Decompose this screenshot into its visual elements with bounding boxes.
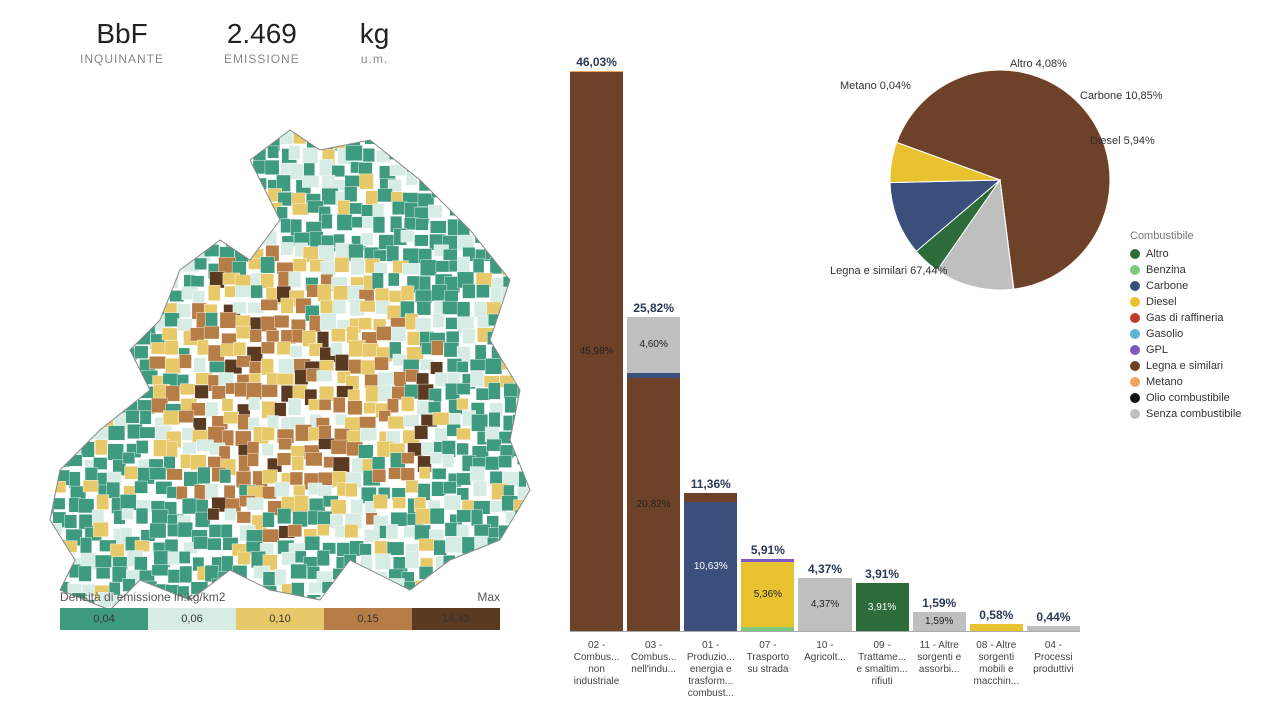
bar-segment: 1,59% bbox=[913, 612, 966, 631]
unit-value: kg bbox=[360, 18, 390, 50]
fuel-swatch bbox=[1130, 265, 1140, 275]
bar-segment bbox=[741, 627, 794, 631]
pollutant-value: BbF bbox=[80, 18, 164, 50]
fuel-swatch bbox=[1130, 377, 1140, 387]
bar-category-label: 10 - Agricolt... bbox=[798, 636, 851, 710]
bar-segment: 5,36% bbox=[741, 562, 794, 627]
bar-segment: 10,63% bbox=[684, 502, 737, 631]
fuel-legend-row[interactable]: Diesel bbox=[1130, 296, 1260, 308]
fuel-swatch bbox=[1130, 329, 1140, 339]
bar-total-label: 11,36% bbox=[691, 477, 731, 491]
fuel-legend-row[interactable]: Olio combustibile bbox=[1130, 392, 1260, 404]
fuel-label: Senza combustibile bbox=[1146, 408, 1241, 420]
bar-category-label: 08 - Altre sorgenti mobili e macchin... bbox=[970, 636, 1023, 710]
emission-block: 2.469 EMISSIONE bbox=[224, 18, 300, 66]
fuel-legend-row[interactable]: Carbone bbox=[1130, 280, 1260, 292]
bar-column[interactable]: 11,36% 10,63% bbox=[684, 52, 737, 631]
fuel-label: Gas di raffineria bbox=[1146, 312, 1223, 324]
fuel-swatch bbox=[1130, 313, 1140, 323]
fuel-label: Diesel bbox=[1146, 296, 1177, 308]
map-legend-segment: 0,06 bbox=[148, 608, 236, 630]
bar-column[interactable]: 25,82% 20,82%4,60% bbox=[627, 52, 680, 631]
bar-segment bbox=[684, 493, 737, 502]
bar-category-label: 11 - Altre sorgenti e assorbi... bbox=[913, 636, 966, 710]
map-legend-segment: 14,43 bbox=[412, 608, 500, 630]
fuel-legend-row[interactable]: Benzina bbox=[1130, 264, 1260, 276]
fuel-legend: Combustibile Altro Benzina Carbone Diesel Ga… bbox=[1130, 230, 1260, 424]
pie-slice-label: Diesel 5,94% bbox=[1090, 135, 1155, 147]
fuel-legend-row[interactable]: Metano bbox=[1130, 376, 1260, 388]
fuel-label: Olio combustibile bbox=[1146, 392, 1230, 404]
map-svg bbox=[20, 90, 550, 620]
bar-segment: 3,91% bbox=[856, 583, 909, 631]
fuel-legend-row[interactable]: GPL bbox=[1130, 344, 1260, 356]
map-legend-title-text: Densità di emissione in:kg/km2 bbox=[60, 590, 225, 604]
bar-category-label: 04 - Processi produttivi bbox=[1027, 636, 1080, 710]
pie-chart[interactable]: Legna e similari 67,44%Metano 0,04%Altro… bbox=[870, 50, 1130, 310]
bar-segment: 4,60% bbox=[627, 317, 680, 373]
map-legend-segment: 0,10 bbox=[236, 608, 324, 630]
bar-total-label: 0,58% bbox=[979, 608, 1013, 622]
fuel-label: Altro bbox=[1146, 248, 1169, 260]
bar-segment: 45,98% bbox=[570, 72, 623, 631]
header-metrics: BbF INQUINANTE 2.469 EMISSIONE kg u.m. bbox=[80, 18, 389, 66]
map-legend-max: Max bbox=[477, 590, 500, 604]
map-legend-segment: 0,15 bbox=[324, 608, 412, 630]
bar-segment bbox=[1027, 626, 1080, 631]
fuel-swatch bbox=[1130, 297, 1140, 307]
fuel-label: GPL bbox=[1146, 344, 1168, 356]
bar-total-label: 4,37% bbox=[808, 562, 842, 576]
bar-category-label: 01 - Produzio... energia e trasform... c… bbox=[684, 636, 737, 710]
fuel-legend-row[interactable]: Gas di raffineria bbox=[1130, 312, 1260, 324]
map-legend: Densità di emissione in:kg/km2 Max 0,040… bbox=[60, 590, 500, 630]
fuel-swatch bbox=[1130, 409, 1140, 419]
pie-slice-label: Altro 4,08% bbox=[1010, 58, 1067, 70]
fuel-label: Metano bbox=[1146, 376, 1183, 388]
bar-total-label: 25,82% bbox=[633, 301, 674, 315]
bar-column[interactable]: 46,03% 45,98% bbox=[570, 52, 623, 631]
pollutant-block: BbF INQUINANTE bbox=[80, 18, 164, 66]
fuel-label: Benzina bbox=[1146, 264, 1186, 276]
fuel-legend-row[interactable]: Senza combustibile bbox=[1130, 408, 1260, 420]
pie-slice-label: Metano 0,04% bbox=[840, 80, 911, 92]
fuel-legend-title: Combustibile bbox=[1130, 230, 1260, 242]
choropleth-map[interactable]: Densità di emissione in:kg/km2 Max 0,040… bbox=[20, 90, 550, 650]
bar-column[interactable]: 4,37% 4,37% bbox=[798, 52, 851, 631]
pie-slice-label: Carbone 10,85% bbox=[1080, 90, 1163, 102]
emission-value: 2.469 bbox=[224, 18, 300, 50]
bar-category-label: 03 - Combus... nell'indu... bbox=[627, 636, 680, 710]
fuel-swatch bbox=[1130, 249, 1140, 259]
fuel-legend-row[interactable]: Legna e similari bbox=[1130, 360, 1260, 372]
unit-label: u.m. bbox=[360, 52, 390, 66]
fuel-legend-row[interactable]: Gasolio bbox=[1130, 328, 1260, 340]
bar-category-label: 07 - Trasporto su strada bbox=[741, 636, 794, 710]
bar-total-label: 46,03% bbox=[576, 55, 617, 69]
fuel-swatch bbox=[1130, 393, 1140, 403]
bar-total-label: 1,59% bbox=[922, 596, 956, 610]
map-legend-segment: 0,04 bbox=[60, 608, 148, 630]
bar-total-label: 0,44% bbox=[1036, 610, 1070, 624]
bar-category-label: 02 - Combus... non industriale bbox=[570, 636, 623, 710]
bar-segment bbox=[970, 624, 1023, 631]
bar-category-label: 09 - Trattame... e smaltim... rifiuti bbox=[856, 636, 909, 710]
pie-slice-label: Legna e similari 67,44% bbox=[830, 265, 947, 277]
fuel-swatch bbox=[1130, 361, 1140, 371]
bar-segment: 4,37% bbox=[798, 578, 851, 631]
fuel-label: Legna e similari bbox=[1146, 360, 1223, 372]
fuel-swatch bbox=[1130, 345, 1140, 355]
fuel-label: Carbone bbox=[1146, 280, 1188, 292]
unit-block: kg u.m. bbox=[360, 18, 390, 66]
bar-total-label: 3,91% bbox=[865, 567, 899, 581]
bar-total-label: 5,91% bbox=[751, 543, 785, 557]
emission-label: EMISSIONE bbox=[224, 52, 300, 66]
fuel-swatch bbox=[1130, 281, 1140, 291]
fuel-legend-row[interactable]: Altro bbox=[1130, 248, 1260, 260]
bar-column[interactable]: 5,91% 5,36% bbox=[741, 52, 794, 631]
fuel-label: Gasolio bbox=[1146, 328, 1183, 340]
bar-segment: 20,82% bbox=[627, 378, 680, 631]
pollutant-label: INQUINANTE bbox=[80, 52, 164, 66]
